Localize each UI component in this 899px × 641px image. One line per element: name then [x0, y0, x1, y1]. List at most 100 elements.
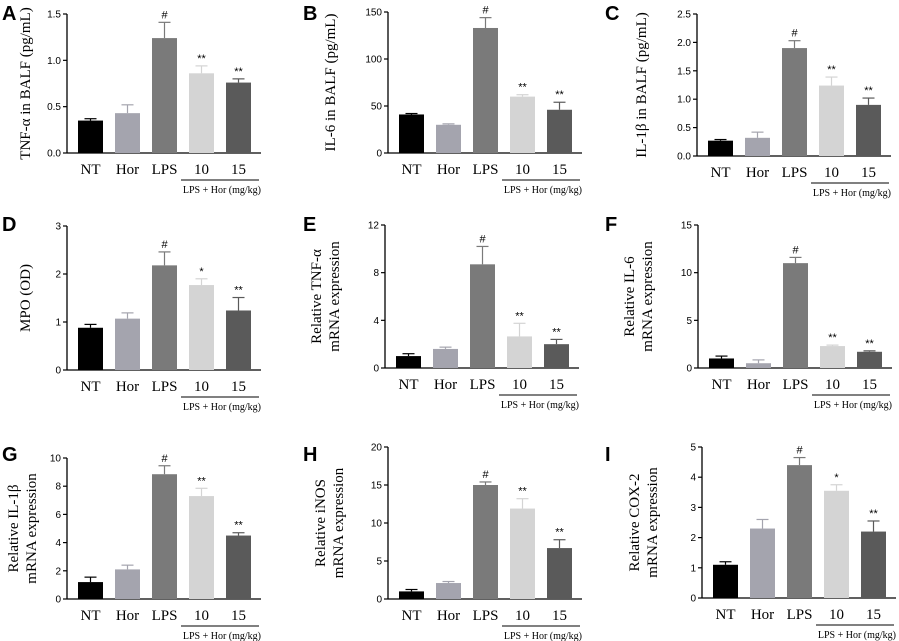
significance-mark: ** [552, 326, 561, 338]
x-category-label: Hor [437, 162, 460, 178]
significance-mark: # [796, 445, 803, 457]
significance-mark: ** [234, 66, 243, 78]
significance-mark: ** [234, 520, 243, 532]
bar-hor [115, 113, 140, 153]
y-tick-label: 2 [55, 566, 61, 577]
y-axis-label: Relative IL-6 [622, 256, 638, 337]
x-category-label: NT [712, 377, 732, 393]
group-label: LPS + Hor (mg/kg) [504, 185, 582, 196]
y-tick-label: 2 [690, 533, 696, 544]
x-category-label: NT [81, 162, 101, 178]
significance-mark: ** [828, 332, 837, 344]
significance-mark: ** [515, 310, 524, 322]
y-tick-label: 4 [690, 473, 696, 484]
bar-nt [78, 120, 103, 153]
bar-15 [547, 548, 572, 599]
y-axis-label: mRNA expression [331, 467, 347, 578]
y-axis-label: mRNA expression [24, 473, 40, 584]
bar-10 [189, 285, 214, 370]
y-tick-label: 8 [55, 482, 61, 493]
x-category-label: 10 [824, 165, 839, 181]
x-category-label: LPS [473, 608, 499, 624]
bar-nt [708, 140, 733, 156]
y-tick-label: 3 [690, 503, 696, 514]
y-tick-label: 5 [686, 316, 692, 327]
group-label: LPS + Hor (mg/kg) [183, 402, 261, 413]
x-category-label: NT [81, 608, 101, 624]
x-category-label: LPS [473, 162, 499, 178]
x-category-label: 15 [866, 607, 881, 623]
y-tick-label: 0 [376, 595, 382, 606]
y-tick-label: 5 [690, 443, 696, 454]
group-label: LPS + Hor (mg/kg) [504, 631, 582, 641]
panel-letter: E [303, 214, 316, 236]
bar-10 [507, 336, 532, 368]
significance-mark: * [199, 266, 204, 278]
bar-lps [473, 27, 498, 154]
x-category-label: NT [81, 379, 101, 395]
y-tick-label: 0.0 [677, 152, 691, 163]
group-label: LPS + Hor (mg/kg) [501, 400, 579, 411]
bar-hor [115, 569, 140, 599]
y-tick-label: 0 [373, 364, 379, 375]
panel-letter: B [303, 3, 317, 25]
y-tick-label: 10 [681, 268, 693, 279]
x-category-label: 10 [515, 608, 530, 624]
panel-letter: G [2, 444, 18, 466]
x-category-label: Hor [434, 377, 457, 393]
significance-mark: # [792, 244, 799, 256]
group-label: LPS + Hor (mg/kg) [183, 185, 261, 196]
chart-panel-h: H 0 5 10 15 20 Relative iNOS mRNA expression NT H… [303, 443, 582, 641]
y-tick-label: 0 [55, 595, 61, 606]
significance-mark: ** [234, 285, 243, 297]
significance-mark: # [482, 5, 489, 17]
y-tick-label: 2 [55, 270, 61, 281]
y-tick-label: 1.0 [677, 95, 691, 106]
y-tick-label: 100 [365, 55, 382, 66]
bar-hor [750, 528, 775, 598]
x-category-label: 15 [861, 165, 876, 181]
chart-panel-d: D 0 1 2 3 MPO (OD) NT Hor # LPS * 10 ** 15 LPS + Hor (… [2, 214, 261, 413]
bar-lps [152, 474, 177, 599]
bar-nt [78, 582, 103, 599]
bar-10 [819, 85, 844, 156]
significance-mark: ** [197, 475, 206, 487]
group-label: LPS + Hor (mg/kg) [814, 400, 892, 411]
significance-mark: ** [827, 64, 836, 76]
significance-mark: ** [864, 85, 873, 97]
bar-nt [399, 591, 424, 599]
y-axis-label: Relative TNF-α [309, 249, 325, 344]
x-category-label: NT [716, 607, 736, 623]
bar-lps [152, 265, 177, 370]
bar-15 [226, 310, 251, 370]
y-tick-label: 12 [368, 221, 380, 232]
y-axis-label: mRNA expression [327, 241, 343, 352]
x-category-label: 15 [231, 162, 246, 178]
significance-mark: # [482, 469, 489, 481]
bar-15 [857, 351, 882, 368]
bar-hor [115, 318, 140, 370]
x-category-label: NT [402, 162, 422, 178]
bar-lps [152, 38, 177, 153]
x-category-label: NT [402, 608, 422, 624]
y-axis-label: TNF-α in BALF (pg/mL) [18, 7, 34, 159]
bar-lps [782, 48, 807, 156]
significance-mark: # [161, 239, 168, 251]
chart-panel-e: E 0 4 8 12 Relative TNF-α mRNA expression NT Hor… [303, 214, 579, 411]
significance-mark: ** [518, 82, 527, 94]
y-tick-label: 8 [373, 268, 379, 279]
x-category-label: 10 [194, 379, 209, 395]
bar-lps [470, 264, 495, 368]
y-tick-label: 15 [371, 481, 383, 492]
y-axis-label: MPO (OD) [18, 264, 34, 332]
bar-10 [189, 496, 214, 599]
chart-panel-g: G 0 2 4 6 8 10 Relative IL-1β mRNA expression NT H… [2, 444, 261, 641]
x-category-label: LPS [782, 165, 808, 181]
bar-nt [399, 114, 424, 153]
group-label: LPS + Hor (mg/kg) [183, 631, 261, 641]
x-category-label: 10 [515, 162, 530, 178]
x-category-label: 10 [825, 377, 840, 393]
bar-15 [856, 104, 881, 156]
panel-letter: D [2, 214, 16, 236]
y-tick-label: 4 [373, 316, 379, 327]
